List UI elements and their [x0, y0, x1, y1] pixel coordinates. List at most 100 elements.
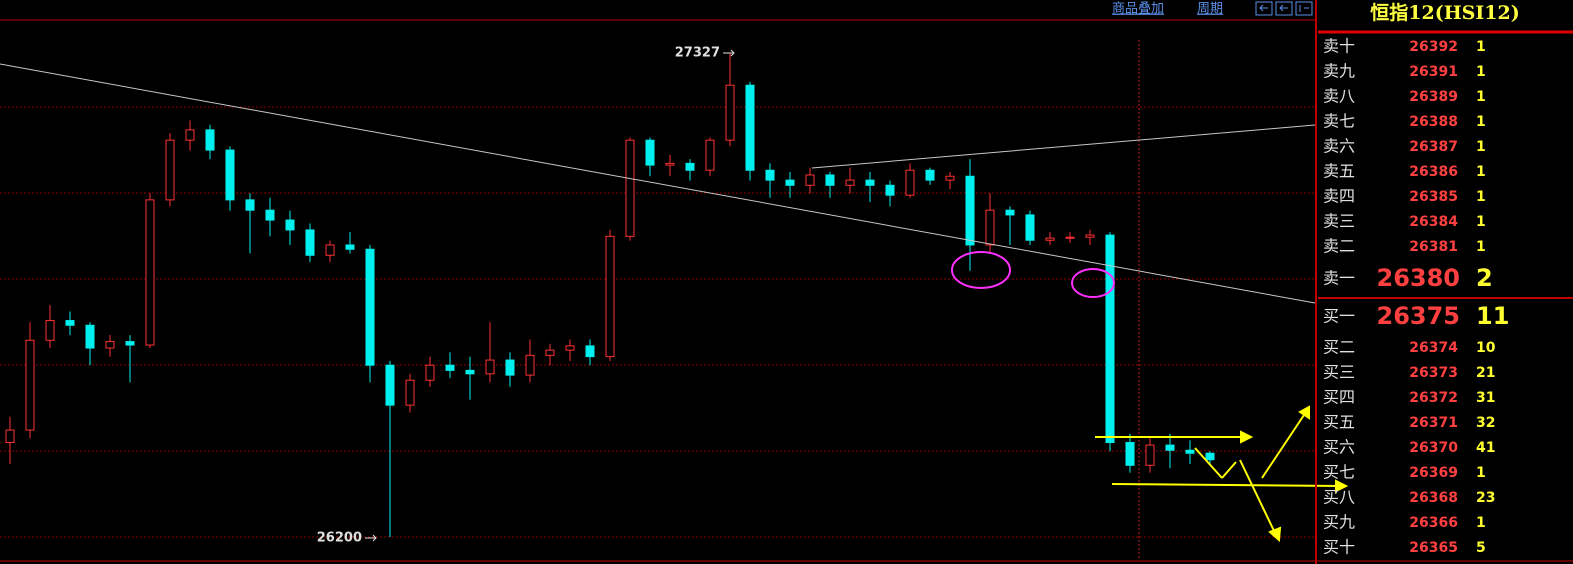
book-label: 买十 [1323, 538, 1355, 557]
book-price: 26381 [1409, 239, 1458, 255]
candle-body [565, 345, 575, 351]
candle-body [525, 354, 535, 376]
book-label: 买六 [1323, 438, 1355, 457]
book-volume: 41 [1476, 440, 1495, 456]
book-label: 卖十 [1323, 37, 1355, 56]
candle-body [1065, 236, 1075, 239]
candle-body [205, 129, 215, 151]
book-price: 26374 [1409, 340, 1458, 356]
candle-body [845, 179, 855, 186]
book-label: 买三 [1323, 363, 1355, 382]
candle-body [765, 169, 775, 181]
candle-body [245, 199, 255, 211]
book-volume: 11 [1476, 302, 1509, 330]
candle-body [85, 324, 95, 349]
book-volume: 1 [1476, 89, 1486, 105]
candle-body [1165, 444, 1175, 451]
book-label: 卖一 [1323, 269, 1355, 288]
book-price: 26391 [1409, 64, 1458, 80]
book-volume: 23 [1476, 490, 1495, 506]
book-label: 卖五 [1323, 162, 1355, 181]
candle-body [1005, 209, 1015, 216]
book-volume: 10 [1476, 340, 1496, 356]
projection-arrows [1095, 405, 1349, 543]
grid [0, 40, 1315, 560]
candle-body [325, 244, 335, 256]
trend-line [811, 124, 1316, 169]
candle-body [485, 359, 495, 375]
toolbar-link[interactable]: 商品叠加 [1112, 2, 1164, 17]
book-volume: 1 [1476, 189, 1486, 205]
candle-body [105, 341, 115, 349]
book-price: 26372 [1409, 390, 1458, 406]
candle-body [725, 84, 735, 141]
candle-body [705, 139, 715, 171]
book-label: 买一 [1323, 307, 1355, 326]
trend-line [0, 63, 1316, 304]
candle-body [165, 139, 175, 201]
candle-body [345, 244, 355, 250]
candle-body [5, 429, 15, 444]
book-label: 卖四 [1323, 187, 1355, 206]
book-price: 26386 [1409, 164, 1458, 180]
book-price: 26375 [1377, 302, 1461, 330]
book-volume: 1 [1476, 39, 1486, 55]
book-label: 买二 [1323, 338, 1355, 357]
toolbar: 商品叠加 周期 [1112, 1, 1313, 17]
candle-body [645, 139, 655, 166]
candle-body [1045, 237, 1055, 241]
candles [5, 53, 1215, 537]
candle-body [685, 162, 695, 171]
nav-button[interactable] [1255, 1, 1273, 16]
arrow-head [1298, 405, 1310, 420]
extreme-labels: 27327 26200 [317, 46, 735, 546]
book-volume: 1 [1476, 139, 1486, 155]
toolbar-link[interactable]: 周期 [1197, 2, 1223, 17]
book-volume: 1 [1476, 239, 1486, 255]
arrow [1239, 459, 1277, 536]
candle-body [625, 139, 635, 237]
book-volume: 31 [1476, 390, 1495, 406]
book-volume: 2 [1476, 264, 1493, 292]
candle-body [865, 179, 875, 186]
candle-body [925, 169, 935, 181]
order-book: 恒指12(HSI12) 卖十 26392 1 卖九 26391 1 卖八 26389 1 卖七 26… [1315, 0, 1573, 564]
label-arrow [730, 49, 735, 57]
book-price: 26389 [1409, 89, 1458, 105]
book-label: 卖六 [1323, 137, 1355, 156]
nav-button[interactable] [1295, 1, 1313, 16]
candle-body [905, 169, 915, 196]
book-volume: 1 [1476, 64, 1486, 80]
book-price: 26388 [1409, 114, 1458, 130]
book-volume: 32 [1476, 415, 1495, 431]
book-label: 买九 [1323, 513, 1355, 532]
candle-body [585, 345, 595, 358]
book-price: 26371 [1409, 415, 1458, 431]
nav-icon [1259, 4, 1309, 12]
book-volume: 1 [1476, 164, 1486, 180]
candle-body [305, 229, 315, 256]
nav-button[interactable] [1275, 1, 1293, 16]
book-volume: 1 [1476, 114, 1486, 130]
book-volume: 1 [1476, 515, 1486, 531]
arrow-head [1240, 430, 1254, 444]
high-label: 27327 [675, 46, 720, 61]
arrow-head [1268, 526, 1282, 543]
book-price: 26380 [1377, 264, 1461, 292]
book-volume: 1 [1476, 214, 1486, 230]
book-label: 卖三 [1323, 212, 1355, 231]
highlight-circle [1071, 268, 1115, 298]
candle-body [385, 364, 395, 406]
candle-body [1025, 214, 1035, 241]
candle-body [785, 179, 795, 186]
book-price: 26366 [1409, 515, 1458, 531]
book-label: 卖二 [1323, 237, 1355, 256]
candle-body [1105, 234, 1115, 444]
candle-body [945, 175, 955, 181]
book-price: 26387 [1409, 139, 1458, 155]
candle-body [285, 219, 295, 231]
book-price: 26392 [1409, 39, 1458, 55]
